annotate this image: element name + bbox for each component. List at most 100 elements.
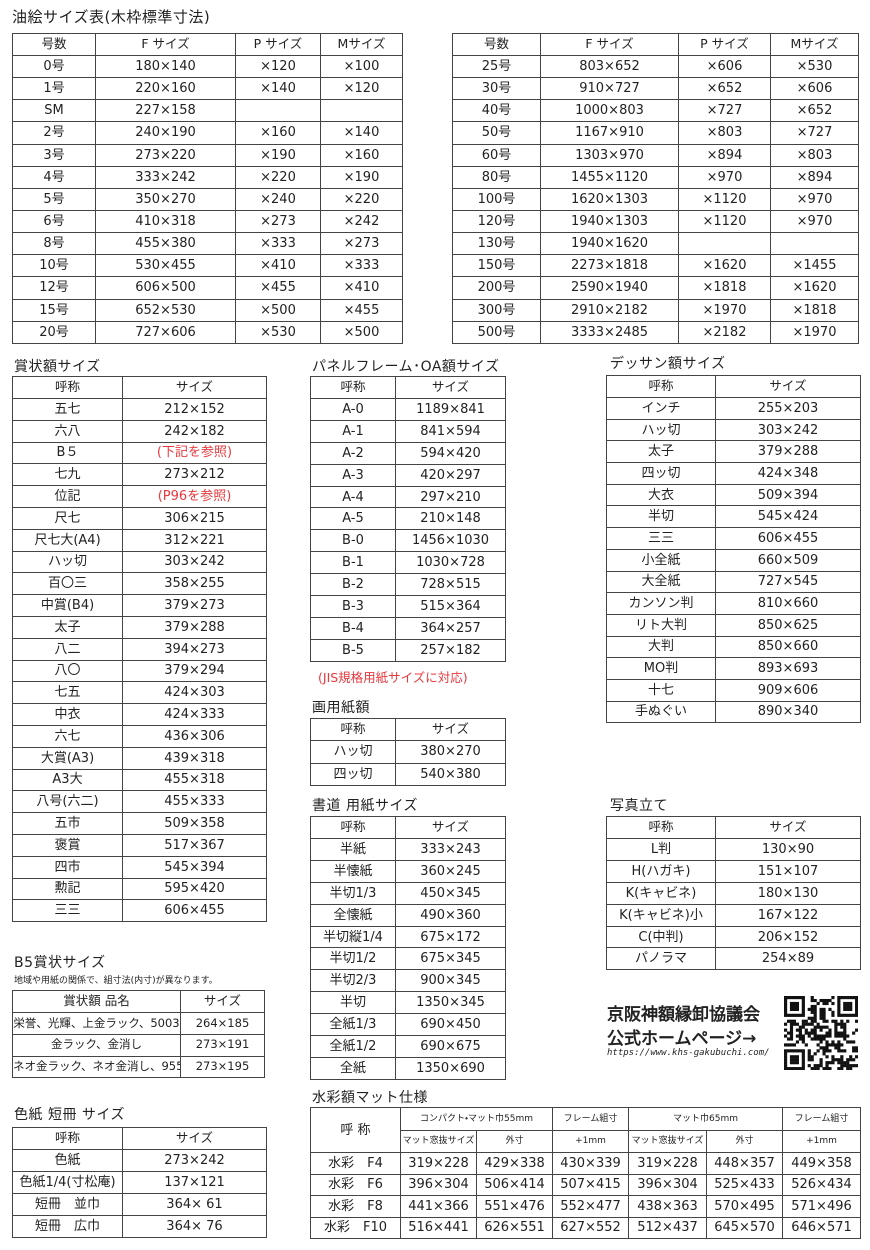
qr-module (819, 1058, 823, 1062)
table-row: 水彩 F10 516×441 626×551 627×552 512×437 645×57… (310, 1216, 861, 1239)
qr-module (816, 1025, 820, 1029)
association-url[interactable]: https://www.khs-gakubuchi.com/ (607, 1048, 770, 1058)
qr-module (825, 1019, 829, 1023)
table-cell: ×140 (320, 121, 403, 145)
qr-module (813, 998, 817, 1003)
header-cell: F サイズ (540, 33, 679, 56)
table-cell: 167×122 (715, 903, 861, 927)
qr-module (801, 1058, 805, 1062)
table-row: MO判 893×693 (606, 657, 861, 680)
qr-module (855, 1007, 858, 1011)
qr-module (831, 1040, 835, 1044)
table-cell: ハッ切 (606, 418, 716, 442)
qr-module (792, 1007, 797, 1011)
table-cell: 全懐紙 (310, 903, 396, 927)
qr-module (804, 1019, 808, 1023)
qr-module (784, 1055, 788, 1059)
table-cell: ×220 (235, 165, 321, 189)
qr-module (831, 1010, 835, 1014)
table-cell: 3333×2485 (540, 320, 679, 344)
qr-module (816, 1034, 820, 1038)
qr-module (789, 1067, 794, 1070)
table-cell: 297×210 (395, 485, 506, 509)
table-cell: 570×495 (706, 1195, 783, 1218)
table-cell: ネオ金ラック、ネオ金消し、9557 (12, 1055, 181, 1079)
qr-module (789, 1001, 794, 1006)
qr-module (837, 998, 841, 1003)
table-cell: 509×394 (715, 483, 861, 507)
table-row: 0号 180×140 ×120 ×100 (12, 54, 403, 79)
qr-module (804, 1031, 808, 1035)
table-row: L判 130×90 (606, 838, 861, 861)
table-cell: A-5 (310, 507, 396, 531)
qr-module (786, 1049, 791, 1053)
qr-module (843, 1028, 847, 1032)
qr-module (834, 1028, 838, 1032)
table-cell: 516×441 (400, 1216, 477, 1239)
table-cell: 727×606 (95, 320, 236, 344)
qr-module (816, 1001, 820, 1006)
table-cell: 十七 (606, 678, 716, 702)
qr-module (843, 1007, 847, 1011)
qr-module (834, 1031, 838, 1035)
qr-module (834, 1025, 838, 1029)
table-cell: 60号 (452, 143, 541, 167)
section-title: 賞状額サイズ (14, 359, 101, 375)
table-cell: 1350×690 (395, 1056, 506, 1080)
table-row: 色紙 273×242 (12, 1149, 267, 1172)
table-cell: 220×160 (95, 77, 236, 101)
table-row: 3号 273×220 ×190 ×160 (12, 143, 403, 167)
table-cell: ×220 (320, 187, 403, 211)
table-cell: ×190 (320, 165, 403, 189)
table-cell: 441×366 (400, 1195, 477, 1218)
table-cell: 水彩 F6 (310, 1173, 401, 1196)
table-cell: 515×364 (395, 595, 506, 618)
qr-module (795, 1061, 799, 1065)
qr-module (816, 1037, 820, 1041)
qr-module (846, 1061, 850, 1065)
table-cell: 四ッ切 (606, 462, 716, 485)
qr-module (786, 1019, 791, 1023)
size-table: 呼称 サイズ A-0 1189×841 A-1 841×594 A-2 594×420 A-3 4… (310, 376, 506, 662)
qr-module (786, 1067, 791, 1070)
table-cell: K(キャビネ) (606, 881, 716, 905)
qr-module (852, 996, 856, 1000)
qr-module (849, 1058, 853, 1062)
qr-module (801, 996, 805, 1000)
qr-module (789, 1061, 794, 1065)
qr-module (846, 1058, 850, 1062)
qr-module (807, 1052, 811, 1056)
table-cell: 全紙1/3 (310, 1013, 396, 1037)
header-row: 呼称 サイズ (310, 816, 506, 839)
qr-module (786, 996, 791, 1000)
table-row: 10号 530×455 ×410 ×333 (12, 254, 403, 278)
size-table: 呼称 サイズ インチ 255×203 ハッ切 303×242 太子 379×288 四ッ切 424… (606, 375, 861, 724)
table-cell: 50号 (452, 121, 541, 145)
table-row: B-0 1456×1030 (310, 529, 506, 553)
header-cell: 呼称 (606, 375, 716, 398)
qr-module (837, 1049, 841, 1053)
qr-module (816, 1049, 820, 1053)
qr-module (822, 1037, 826, 1041)
table-cell: 尺七大(A4) (12, 528, 123, 552)
table-row: B-5 257×182 (310, 638, 506, 662)
table-row: SM 227×158 (12, 99, 403, 123)
header-row: 号数 F サイズ P サイズ Mサイズ (12, 33, 403, 56)
table-row: 三三 606×455 (606, 527, 861, 550)
qr-module (801, 1013, 805, 1017)
table-row: 20号 727×606 ×530 ×500 (12, 320, 403, 344)
table-cell: 1303×970 (540, 143, 679, 167)
table-cell: ×1620 (678, 254, 771, 278)
section-title: B5賞状サイズ (14, 955, 106, 971)
table-cell: 4号 (12, 165, 96, 189)
qr-module (798, 996, 802, 1000)
table-cell: カンソン判 (606, 592, 716, 615)
qr-module (816, 1022, 820, 1026)
table-cell: ×1818 (678, 276, 771, 300)
table-row: ハッ切 303×242 (12, 550, 267, 574)
table-cell: 中賞(B4) (12, 594, 123, 617)
table-row: 金ラック、金消し 273×191 (12, 1033, 265, 1057)
table-row: 中賞(B4) 379×273 (12, 594, 267, 617)
header-cell: サイズ (715, 816, 861, 839)
qr-module (846, 1004, 850, 1009)
